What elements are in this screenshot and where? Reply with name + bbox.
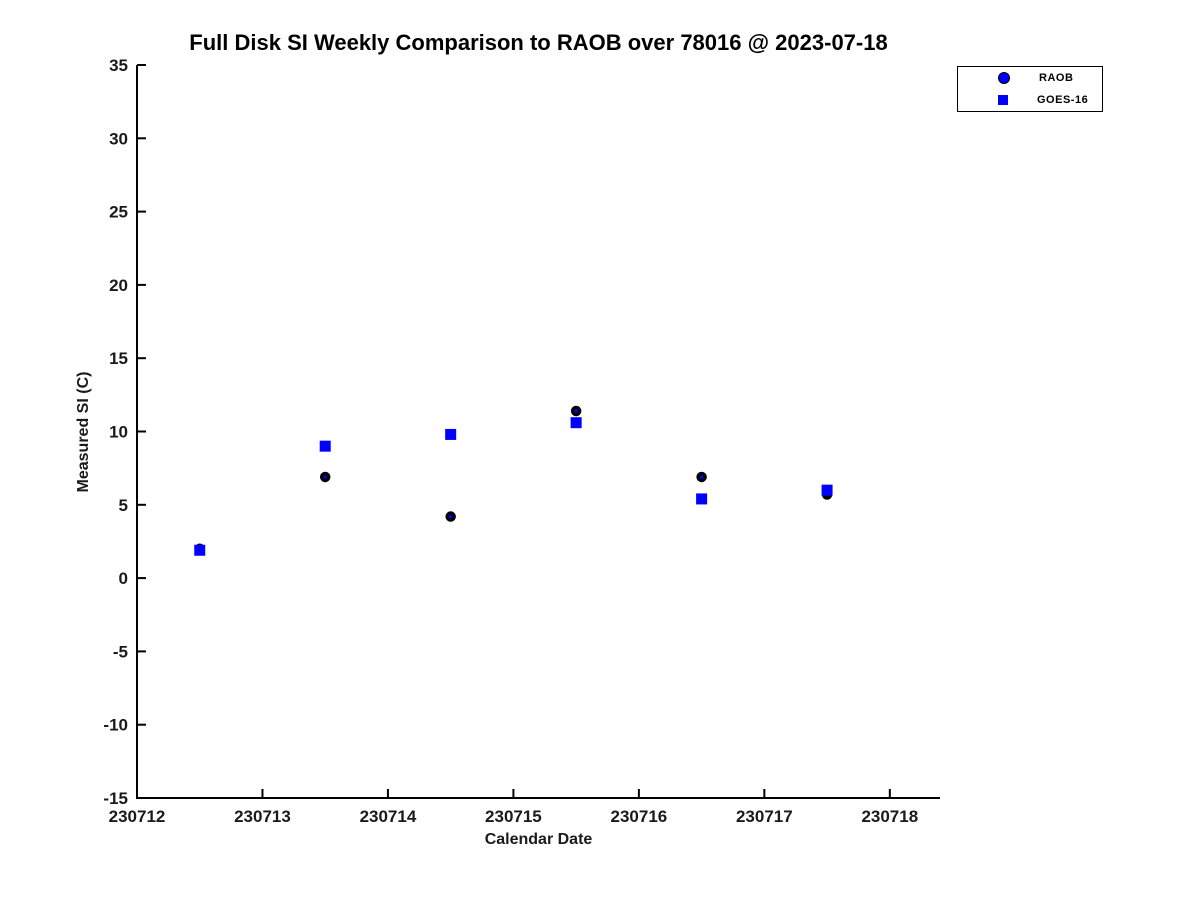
legend-item-goes16: GOES-16 <box>958 90 1102 110</box>
y-tick-label: 15 <box>109 349 128 368</box>
chart-title: Full Disk SI Weekly Comparison to RAOB o… <box>189 30 888 55</box>
legend-label-raob: RAOB <box>1039 72 1074 85</box>
x-tick-label: 230714 <box>360 807 417 826</box>
y-tick-label: 35 <box>109 56 128 75</box>
data-point-goes-16 <box>194 544 206 556</box>
data-point-goes-16 <box>821 484 833 496</box>
y-tick-label: 30 <box>109 129 128 148</box>
x-tick-label: 230713 <box>234 807 291 826</box>
y-tick-label: -5 <box>113 642 128 661</box>
data-point-raob <box>696 471 707 483</box>
y-tick-label: 25 <box>109 203 128 222</box>
data-point-goes-16 <box>696 493 708 505</box>
x-tick-label: 230717 <box>736 807 793 826</box>
y-tick-label: 0 <box>119 569 128 588</box>
y-tick-label: 20 <box>109 276 128 295</box>
y-tick-label: -10 <box>103 716 128 735</box>
data-point-goes-16 <box>445 428 457 440</box>
legend-label-goes16: GOES-16 <box>1037 93 1089 106</box>
data-point-raob <box>445 511 456 522</box>
y-tick-label: 10 <box>109 423 128 442</box>
data-point-goes-16 <box>319 440 331 452</box>
y-axis-label: Measured SI (C) <box>75 371 92 493</box>
x-tick-label: 230718 <box>861 807 918 826</box>
x-tick-label: 230712 <box>109 807 166 826</box>
legend: RAOB GOES-16 <box>957 66 1103 112</box>
data-point-raob <box>319 471 331 483</box>
legend-item-raob: RAOB <box>958 68 1102 88</box>
y-tick-label: -15 <box>103 789 128 808</box>
data-point-raob <box>570 405 582 417</box>
x-tick-label: 230715 <box>485 807 542 826</box>
x-axis-label: Calendar Date <box>484 831 593 848</box>
raob-circle-marker-icon <box>998 72 1010 85</box>
y-tick-label: 5 <box>119 496 128 515</box>
data-point-goes-16 <box>570 417 582 429</box>
goes16-square-marker-icon <box>998 94 1008 105</box>
x-tick-label: 230716 <box>611 807 668 826</box>
